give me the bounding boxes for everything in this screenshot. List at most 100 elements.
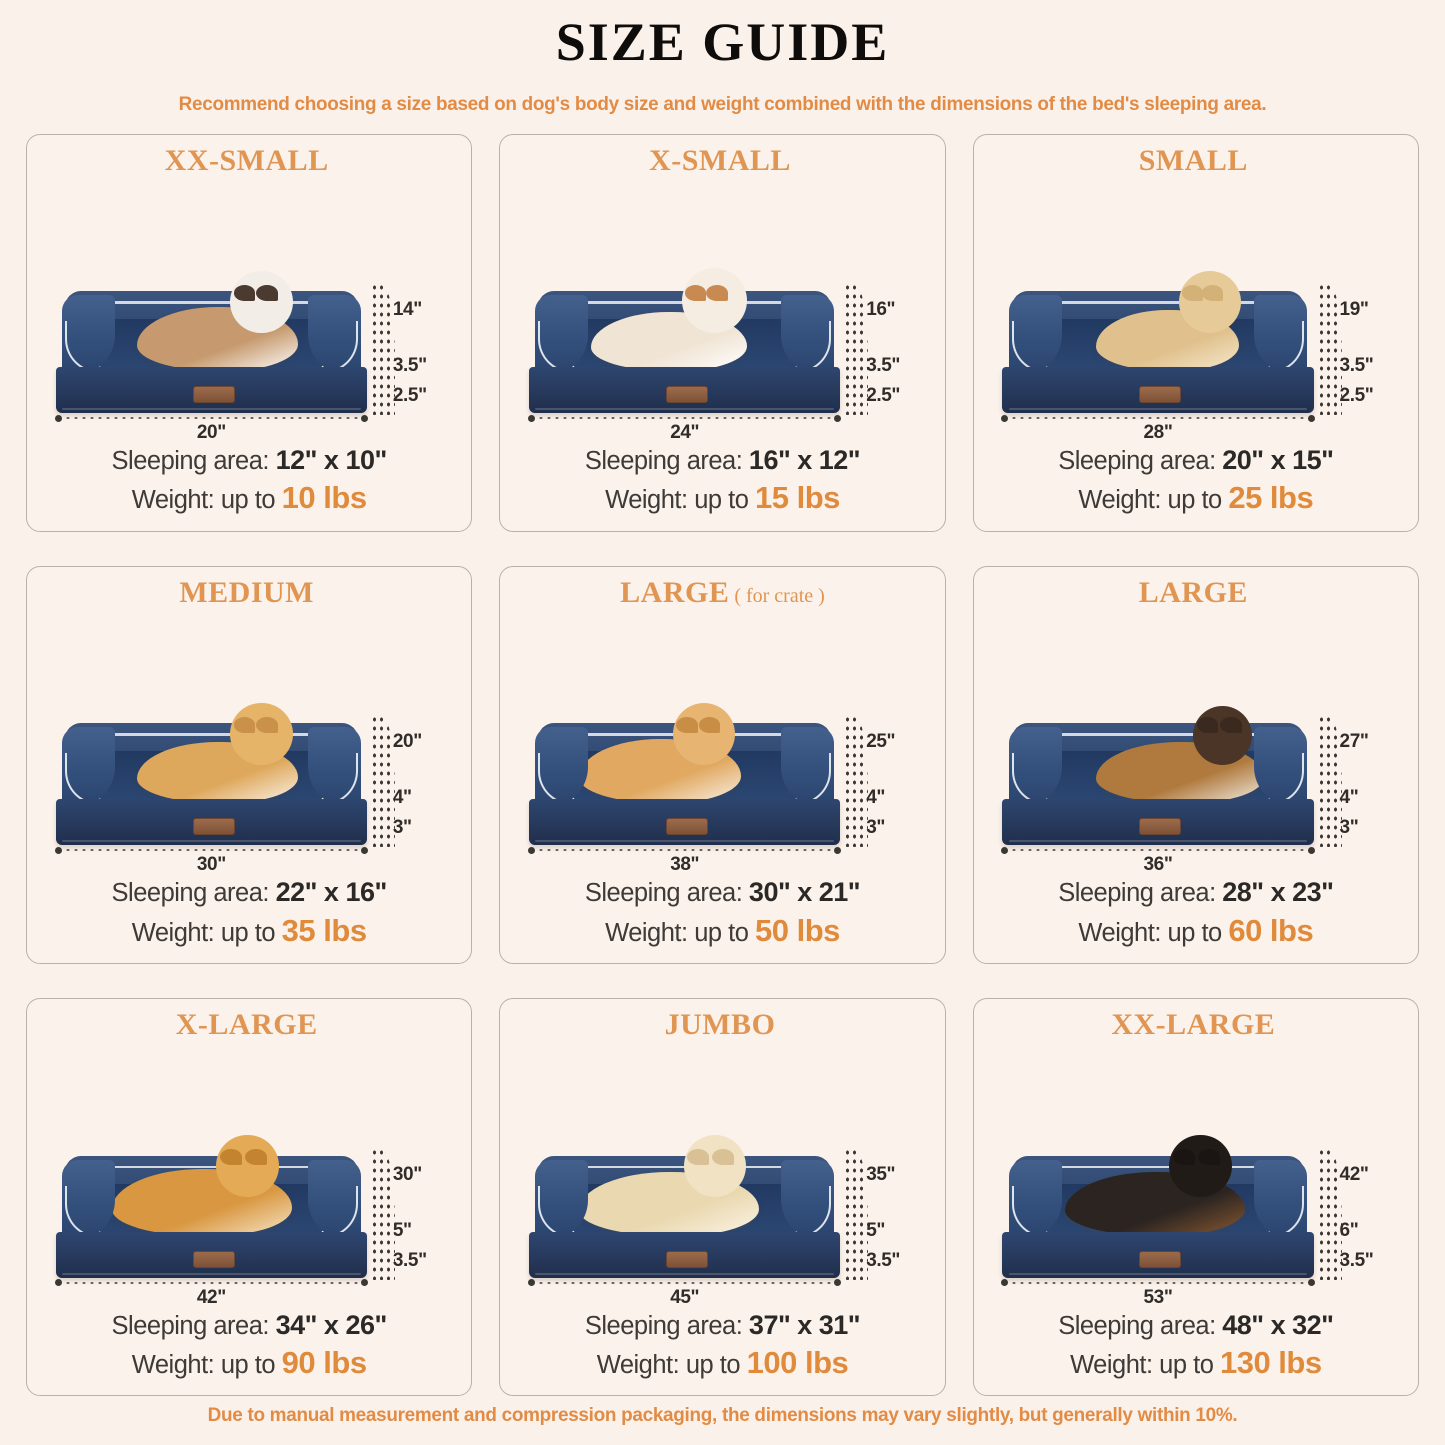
brand-leather-tag [1139,818,1182,836]
pet-head-icon [1193,705,1253,766]
brand-leather-tag [666,1250,708,1268]
bed-height-label: 35" [866,1163,896,1185]
brand-leather-tag [192,386,235,404]
sleeping-area-line: Sleeping area: 30" x 21" [512,875,932,910]
sleeping-area-line: Sleeping area: 48" x 32" [986,1308,1406,1343]
bolster-height-label: 4" [392,787,412,809]
pet-ear-icon [684,284,707,301]
sleeping-area-label: Sleeping area: [111,447,270,476]
weight-up-to-label: up to [694,918,749,947]
base-height-label: 2.5" [392,385,427,407]
card-title: LARGE( for crate ) [512,576,932,609]
sleeping-area-value: 12" x 10" [275,445,388,476]
weight-value: 60 lbs [1228,912,1314,948]
pet-ear-icon [1220,717,1242,734]
card-title-suffix [1275,1017,1280,1039]
size-card[interactable]: X-SMALL [499,133,946,532]
base-height-label: 3.5" [392,1249,427,1271]
bed-piping-top [1014,301,1302,304]
bolster-height-label: 6" [1339,1219,1359,1241]
dog-bed-graphic [529,702,841,846]
sleeping-area-value: 28" x 23" [1222,877,1334,908]
sleeping-area-label: Sleeping area: [1058,447,1216,476]
horizontal-dimension: 38" [528,845,842,876]
horizontal-dimension: 24" [528,413,842,444]
dimension-dotted-line [1001,414,1315,422]
weight-line: Weight: up to 15 lbs [512,478,932,518]
brand-leather-tag [192,1250,235,1268]
card-specs: Sleeping area: 34" x 26" Weight: up to 9… [39,1308,459,1385]
card-title-text: JUMBO [664,1007,776,1041]
bed-shape [55,270,367,414]
dimension-dotted-line [372,283,395,416]
horizontal-dimension: 30" [54,845,368,875]
size-card[interactable]: JUMBO [499,997,946,1396]
page-subtitle: Recommend choosing a size based on dog's… [178,92,1267,115]
weight-up-to-label: up to [1167,918,1223,947]
dimension-dotted-line [1319,1147,1342,1280]
card-title: JUMBO [512,1008,932,1041]
sleeping-area-line: Sleeping area: 16" x 12" [512,443,932,478]
weight-up-to-label: up to [694,486,749,515]
size-card[interactable]: XX-LARGE [972,997,1419,1396]
weight-up-to-label: up to [685,1350,741,1379]
dimension-dotted-line [528,414,842,422]
pet-ear-icon [233,717,256,734]
sleeping-area-line: Sleeping area: 28" x 23" [986,875,1406,910]
dimension-dotted-line [1319,283,1342,416]
size-card[interactable]: SMALL [972,133,1419,532]
sleeping-area-label: Sleeping area: [1058,1311,1216,1340]
weight-value: 100 lbs [746,1344,849,1380]
dog-bed-graphic [529,267,841,414]
bolster-height-label: 4" [1339,787,1359,809]
weight-line: Weight: up to 50 lbs [512,911,932,951]
size-card-grid: XX-SMALL [26,133,1419,1396]
bed-width-label: 24" [670,422,700,444]
card-title-suffix [791,153,796,175]
pet-ear-icon [675,717,698,734]
horizontal-dimension: 28" [1001,413,1315,443]
vertical-dimensions: 42" 6" 3.5" [1314,1147,1402,1280]
vertical-dimensions: 16" 3.5" 2.5" [840,283,928,416]
bolster-height-label: 5" [392,1219,412,1241]
weight-label: Weight: [605,486,688,515]
bed-shape [529,267,841,414]
size-card[interactable]: XX-SMALL [26,133,473,532]
weight-line: Weight: up to 35 lbs [39,911,459,951]
card-specs: Sleeping area: 12" x 10" Weight: up to 1… [39,443,459,520]
card-title: MEDIUM [39,576,459,609]
sleeping-area-line: Sleeping area: 22" x 16" [39,875,459,910]
dog-bed-graphic [1002,705,1314,846]
sleeping-area-value: 37" x 31" [748,1309,861,1340]
bed-piping-top [68,301,355,304]
bed-shape [1002,270,1314,414]
bed-width-label: 38" [670,854,700,876]
horizontal-dimension: 36" [1001,845,1315,875]
pet-ear-icon [245,1149,268,1166]
size-card[interactable]: LARGE [972,565,1419,964]
card-title-text: X-SMALL [649,143,791,177]
sleeping-area-label: Sleeping area: [584,447,743,476]
size-card[interactable]: MEDIUM [26,565,473,964]
size-card[interactable]: X-LARGE [26,997,473,1396]
card-title-text: LARGE [620,575,730,609]
size-card[interactable]: LARGE( for crate ) [499,565,946,964]
bed-height-label: 16" [866,299,896,321]
card-specs: Sleeping area: 16" x 12" Weight: up to 1… [512,443,932,520]
dimension-dotted-line [528,846,842,854]
bed-piping-top [68,733,355,736]
weight-value: 50 lbs [755,912,840,948]
horizontal-dimension: 45" [528,1278,842,1308]
bed-width-label: 53" [1143,1286,1173,1308]
weight-label: Weight: [1078,486,1161,515]
card-title-suffix [775,1017,780,1039]
weight-up-to-label: up to [1167,486,1223,515]
bolster-height-label: 3.5" [392,355,427,377]
card-title-suffix [1248,153,1253,175]
bolster-height-label: 4" [866,787,885,809]
pet-ear-icon [1172,1149,1195,1166]
bed-height-label: 30" [392,1163,422,1185]
weight-label: Weight: [131,486,215,515]
base-height-label: 2.5" [866,385,901,407]
